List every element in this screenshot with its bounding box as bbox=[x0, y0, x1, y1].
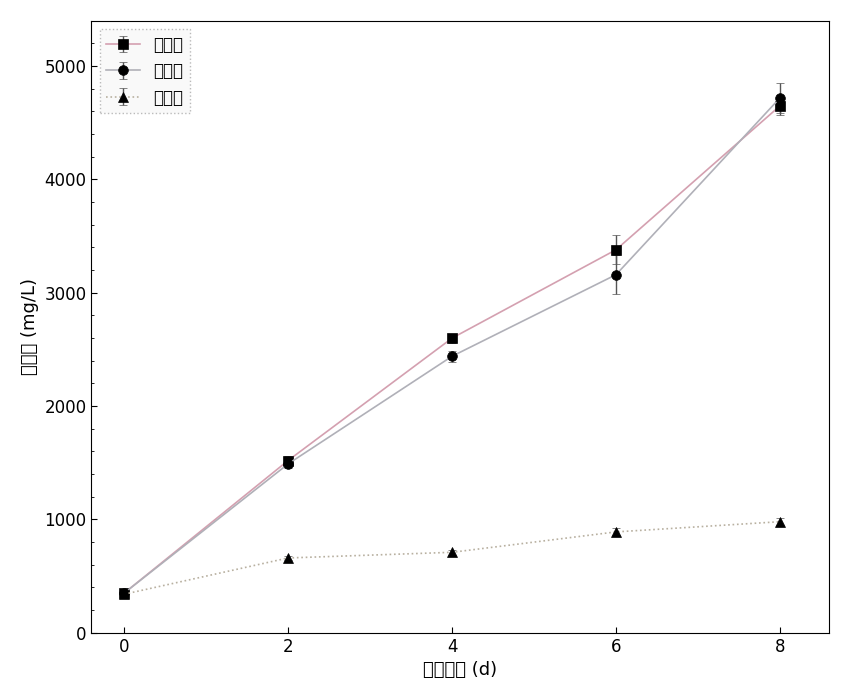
Y-axis label: 生物量 (mg/L): 生物量 (mg/L) bbox=[21, 279, 39, 375]
X-axis label: 培养时间 (d): 培养时间 (d) bbox=[423, 662, 497, 679]
Legend: 磷充足, 磷限制, 磷缺乏: 磷充足, 磷限制, 磷缺乏 bbox=[99, 29, 190, 113]
